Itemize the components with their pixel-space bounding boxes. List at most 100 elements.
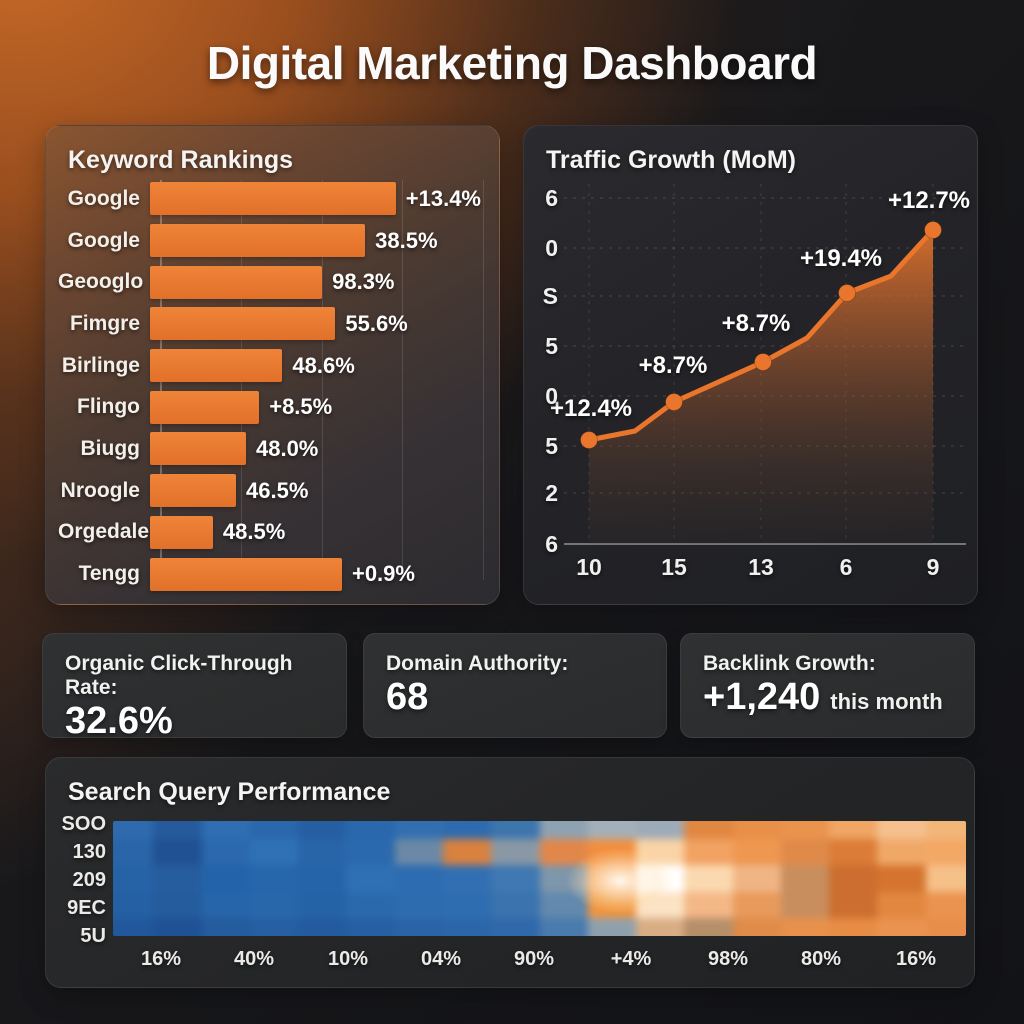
heatmap-cell[interactable] [925, 839, 966, 866]
heatmap-cell[interactable] [201, 891, 250, 918]
heatmap-cell[interactable] [346, 891, 395, 918]
heatmap-cell[interactable] [780, 821, 830, 840]
heatmap-cell[interactable] [298, 839, 347, 866]
bar[interactable] [150, 307, 336, 341]
bar[interactable] [150, 557, 342, 591]
heatmap-cell[interactable] [684, 865, 733, 892]
bar[interactable] [150, 182, 396, 216]
heatmap-cell[interactable] [394, 917, 443, 936]
heatmap-cell[interactable] [442, 917, 492, 936]
heatmap-cell[interactable] [442, 821, 492, 840]
heatmap-cell[interactable] [877, 865, 926, 892]
bar[interactable] [150, 349, 283, 383]
heatmap-cell[interactable] [153, 891, 202, 918]
heatmap-cell[interactable] [829, 821, 878, 840]
bar[interactable] [150, 474, 237, 508]
heatmap-cell[interactable] [684, 839, 733, 866]
heatmap-cell[interactable] [442, 839, 492, 866]
heatmap-cell[interactable] [829, 891, 878, 918]
heatmap-cell[interactable] [113, 891, 154, 918]
heatmap-cell[interactable] [153, 839, 202, 866]
bar[interactable] [150, 224, 366, 258]
bar[interactable] [150, 265, 323, 299]
data-point[interactable] [665, 393, 683, 411]
heatmap-cell[interactable] [780, 839, 830, 866]
heatmap-cell[interactable] [153, 821, 202, 840]
heatmap-cell[interactable] [732, 917, 781, 936]
heatmap-cell[interactable] [636, 865, 685, 892]
heatmap-cell[interactable] [587, 917, 637, 936]
heatmap-cell[interactable] [684, 917, 733, 936]
heatmap-cell[interactable] [394, 839, 443, 866]
heatmap-cell[interactable] [298, 891, 347, 918]
heatmap-cell[interactable] [925, 821, 966, 840]
heatmap-cell[interactable] [539, 917, 588, 936]
data-point[interactable] [754, 353, 772, 371]
heatmap-cell[interactable] [636, 821, 685, 840]
heatmap-cell[interactable] [346, 839, 395, 866]
heatmap-cell[interactable] [201, 839, 250, 866]
heatmap-cell[interactable] [829, 865, 878, 892]
heatmap-cell[interactable] [442, 865, 492, 892]
heatmap-cell[interactable] [684, 821, 733, 840]
heatmap-cell[interactable] [587, 839, 637, 866]
heatmap-cell[interactable] [201, 865, 250, 892]
heatmap-cell[interactable] [249, 865, 299, 892]
data-point[interactable] [924, 221, 942, 239]
heatmap-cell[interactable] [249, 891, 299, 918]
heatmap-cell[interactable] [201, 821, 250, 840]
heatmap-cell[interactable] [732, 891, 781, 918]
data-point[interactable] [580, 431, 598, 449]
heatmap-cell[interactable] [491, 821, 540, 840]
heatmap-cell[interactable] [877, 891, 926, 918]
heatmap-cell[interactable] [587, 891, 637, 918]
heatmap-cell[interactable] [491, 865, 540, 892]
heatmap-cell[interactable] [829, 917, 878, 936]
heatmap-cell[interactable] [684, 891, 733, 918]
heatmap-cell[interactable] [249, 917, 299, 936]
heatmap-cell[interactable] [153, 917, 202, 936]
heatmap-cell[interactable] [442, 891, 492, 918]
heatmap-cell[interactable] [491, 917, 540, 936]
heatmap-cell[interactable] [636, 891, 685, 918]
heatmap-cell[interactable] [780, 865, 830, 892]
heatmap-cell[interactable] [877, 839, 926, 866]
heatmap-cell[interactable] [394, 865, 443, 892]
heatmap-cell[interactable] [394, 891, 443, 918]
heatmap-cell[interactable] [539, 821, 588, 840]
heatmap-cell[interactable] [249, 839, 299, 866]
heatmap-cell[interactable] [249, 821, 299, 840]
heatmap-cell[interactable] [298, 865, 347, 892]
heatmap-cell[interactable] [780, 917, 830, 936]
heatmap-cell[interactable] [113, 917, 154, 936]
heatmap-cell[interactable] [113, 839, 154, 866]
heatmap-cell[interactable] [346, 821, 395, 840]
heatmap-cell[interactable] [732, 839, 781, 866]
heatmap-cell[interactable] [539, 865, 588, 892]
heatmap-cell[interactable] [636, 917, 685, 936]
heatmap-cell[interactable] [587, 821, 637, 840]
heatmap-cell[interactable] [491, 839, 540, 866]
heatmap-cell[interactable] [298, 917, 347, 936]
heatmap-cell[interactable] [587, 865, 637, 892]
bar[interactable] [150, 515, 213, 549]
heatmap-cell[interactable] [539, 891, 588, 918]
heatmap-cell[interactable] [491, 891, 540, 918]
heatmap-cell[interactable] [780, 891, 830, 918]
heatmap-cell[interactable] [113, 865, 154, 892]
heatmap-cell[interactable] [346, 917, 395, 936]
heatmap-cell[interactable] [298, 821, 347, 840]
bar[interactable] [150, 390, 260, 424]
heatmap-cell[interactable] [877, 917, 926, 936]
heatmap-cell[interactable] [346, 865, 395, 892]
heatmap-cell[interactable] [394, 821, 443, 840]
heatmap-cell[interactable] [732, 865, 781, 892]
heatmap-cell[interactable] [201, 917, 250, 936]
heatmap-cell[interactable] [829, 839, 878, 866]
heatmap-cell[interactable] [153, 865, 202, 892]
heatmap-cell[interactable] [925, 917, 966, 936]
heatmap-cell[interactable] [732, 821, 781, 840]
heatmap-cell[interactable] [113, 821, 154, 840]
heatmap-cell[interactable] [539, 839, 588, 866]
data-point[interactable] [838, 284, 856, 302]
